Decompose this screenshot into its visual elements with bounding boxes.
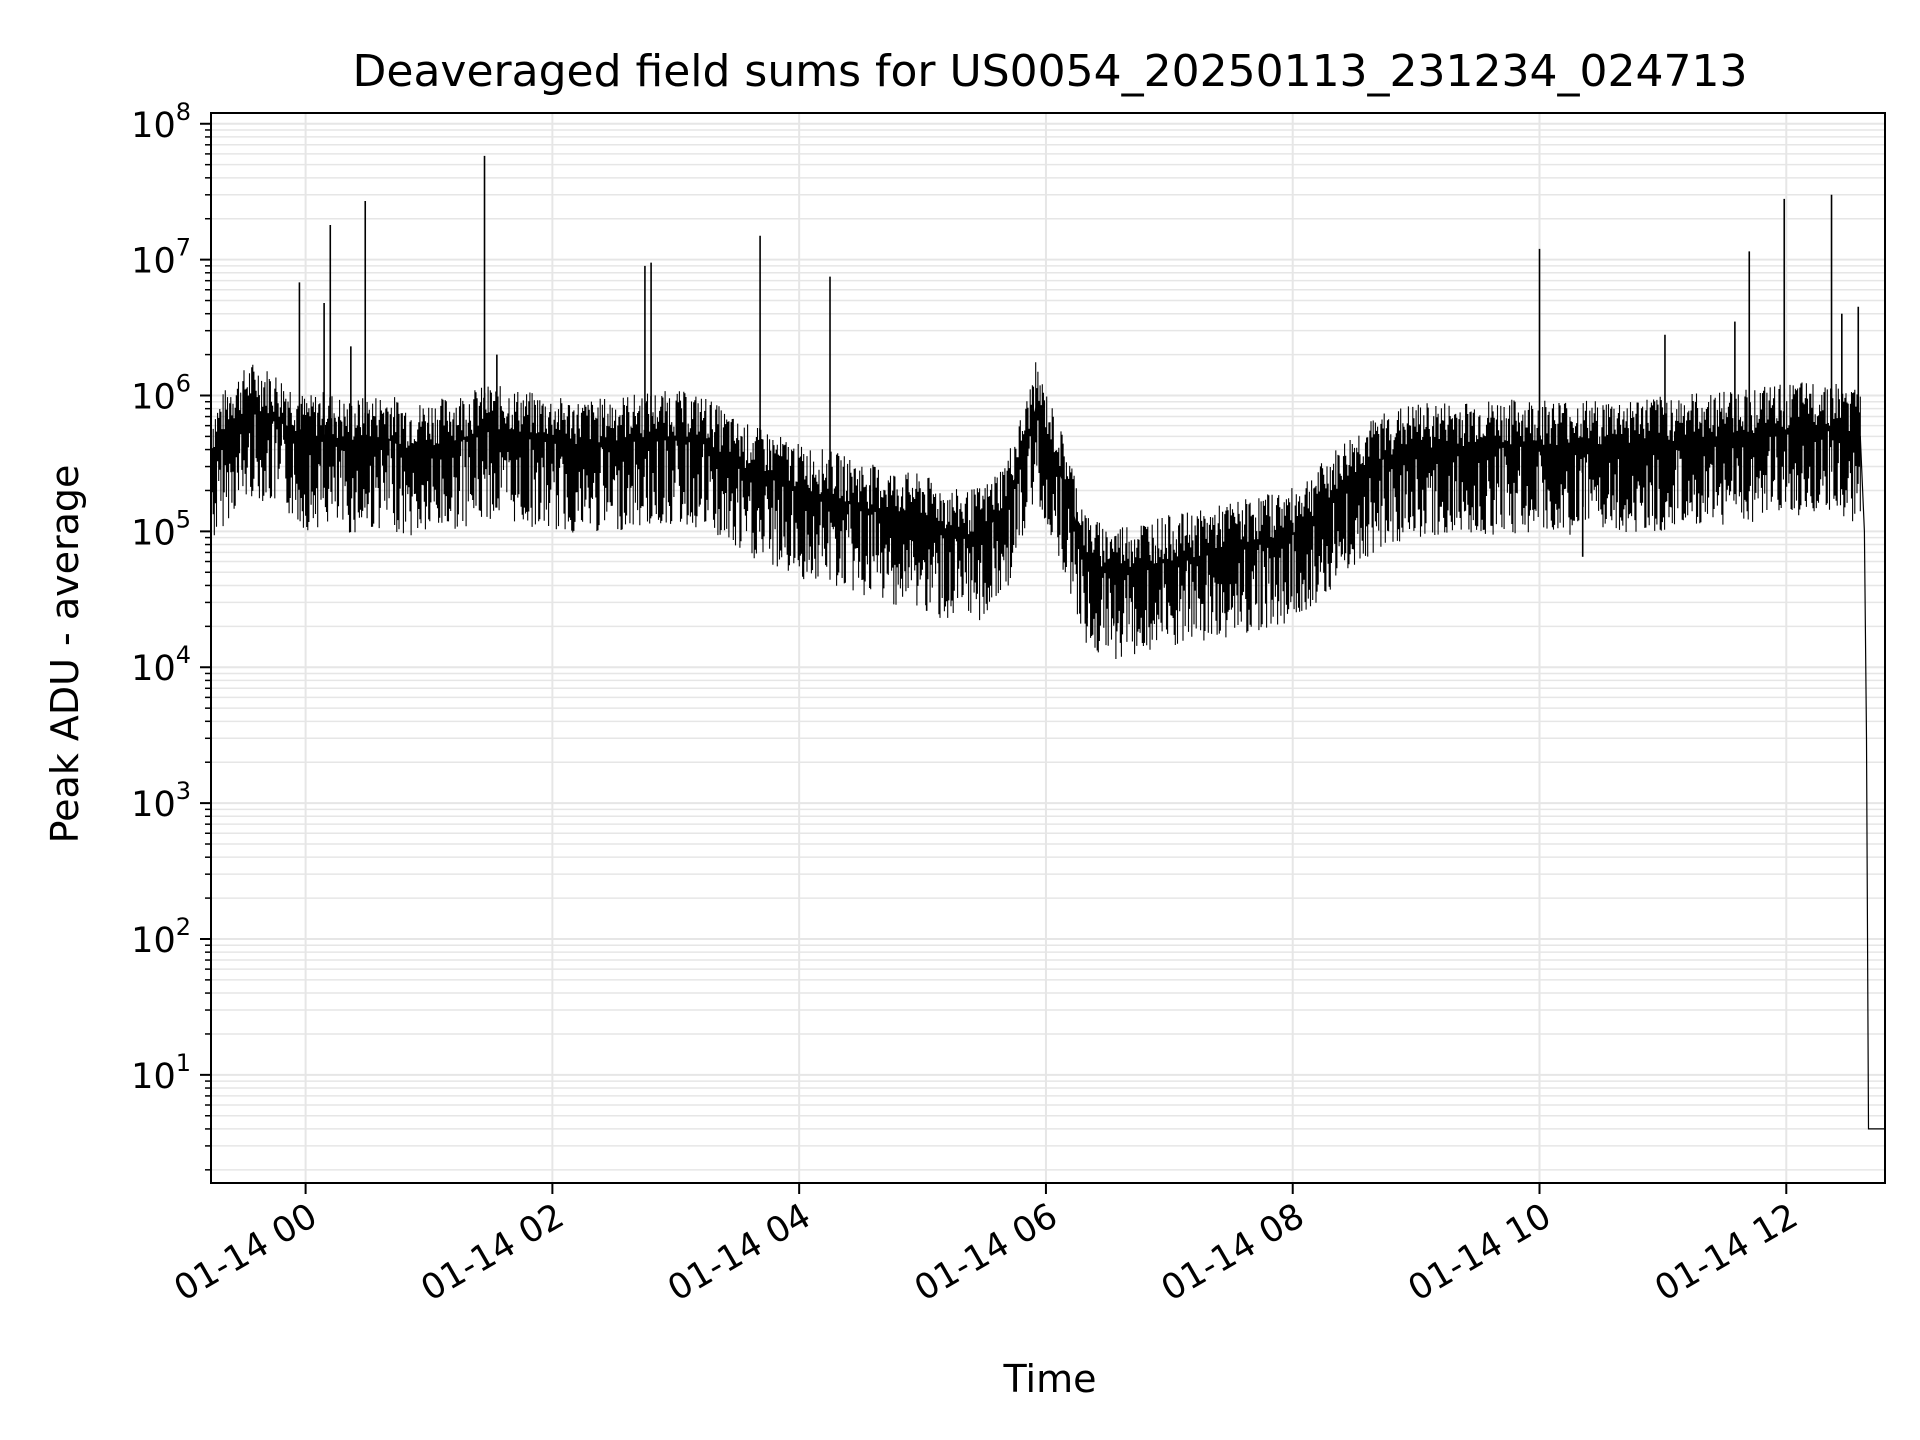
y-axis-label: Peak ADU - average (43, 465, 87, 844)
y-tick-label: 107 (131, 234, 191, 282)
grid-layer (211, 113, 1885, 1183)
plot-clip-group (211, 155, 1885, 1130)
y-tick-label: 103 (131, 777, 191, 825)
y-axis: 101 102 103 104 105 106 107 108 (131, 98, 211, 1171)
y-tick-label: 105 (131, 505, 191, 553)
series-noise (211, 362, 1861, 659)
y-tick-label: 102 (131, 913, 191, 961)
plot-frame (210, 112, 1886, 1184)
y-tick-label: 106 (131, 370, 191, 418)
y-tick-label: 108 (131, 98, 191, 146)
spike-lines (211, 155, 1861, 659)
chart-title: Deaveraged field sums for US0054_2025011… (353, 46, 1748, 97)
y-tick-label: 104 (131, 641, 191, 689)
x-axis-label: Time (1003, 1357, 1097, 1401)
y-tick-label: 101 (131, 1049, 191, 1097)
